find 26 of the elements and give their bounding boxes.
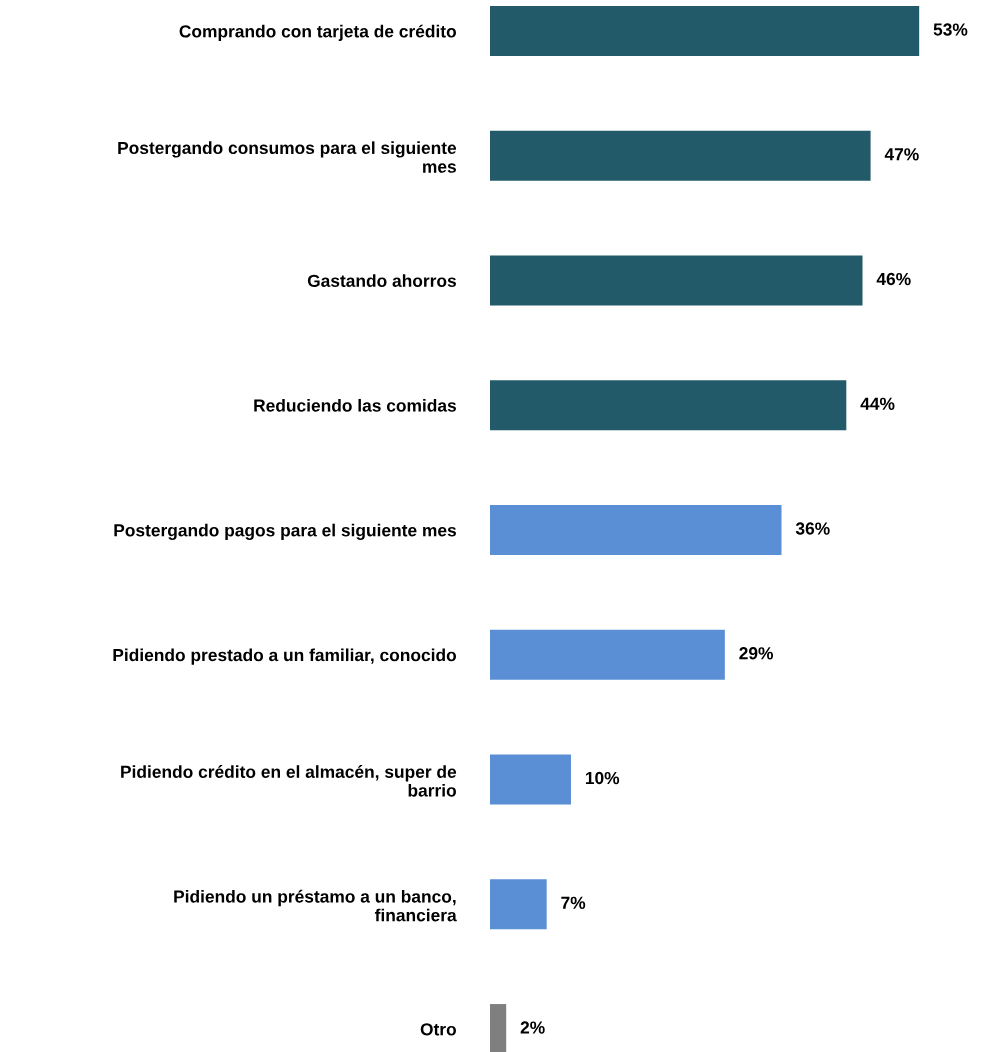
y-tick-label: Pidiendo prestado a un familiar, conocido <box>113 648 457 665</box>
bar <box>490 754 571 805</box>
data-label: 36% <box>795 522 830 535</box>
data-label: 29% <box>739 647 774 660</box>
y-tick-label: Gastando ahorros <box>307 274 456 287</box>
data-label: 10% <box>585 771 620 785</box>
y-tick-label: Otro <box>420 1023 456 1036</box>
data-label: 46% <box>876 272 911 286</box>
data-label: 44% <box>860 397 895 410</box>
data-label: 2% <box>520 1021 545 1034</box>
bar <box>490 629 725 680</box>
data-label: 53% <box>933 23 968 36</box>
y-tick-label: Postergando consumos para el siguiente mes <box>118 141 457 173</box>
y-tick-label: Reduciendo las comidas <box>254 398 456 412</box>
y-tick-label: Comprando con tarjeta de crédito <box>179 24 457 41</box>
bar <box>490 380 847 431</box>
bar <box>490 879 547 930</box>
bar <box>490 505 782 555</box>
y-tick-label: Pidiendo un préstamo a un banco, financiera <box>174 889 457 922</box>
data-label: 7% <box>561 896 586 909</box>
y-tick-label: Pidiendo crédito en el almacén, super de barrio <box>121 765 457 797</box>
bar <box>490 130 871 181</box>
bar <box>490 6 920 56</box>
bar <box>490 255 863 306</box>
data-label: 47% <box>884 148 919 161</box>
y-tick-label: Postergando pagos para el siguiente mes <box>114 523 456 540</box>
